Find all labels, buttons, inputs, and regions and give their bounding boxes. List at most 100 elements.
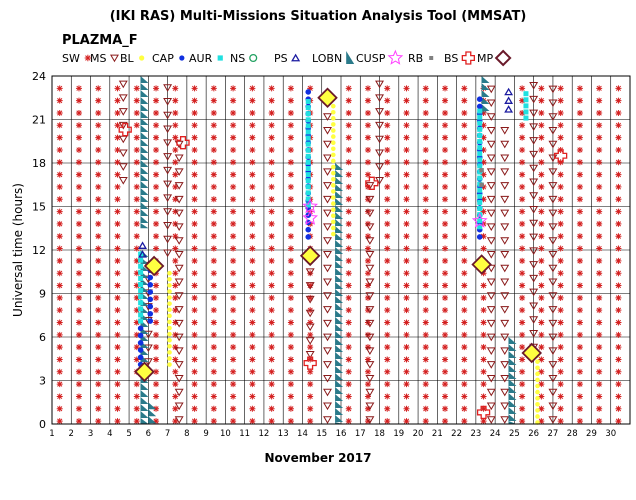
sw-mark (442, 208, 449, 215)
cusp-mark (471, 212, 488, 228)
sw-mark (403, 257, 410, 264)
sw-mark (364, 85, 371, 92)
sw-mark (519, 183, 526, 190)
ms-mark (529, 261, 539, 269)
sw-mark (557, 134, 564, 141)
sw-mark (557, 97, 564, 104)
bl-mark (535, 395, 540, 401)
ms-mark (548, 99, 558, 108)
instrument-label: PLAZMA_F (62, 33, 138, 48)
sw-mark (249, 282, 256, 289)
sw-mark (403, 368, 410, 375)
sw-mark (403, 405, 410, 412)
ms-mark (486, 278, 496, 287)
axes: 1 2 3 4 5 6 7 8 9 10 11 12 13 14 15 16 17 18 19 20 21 22 23 24 2… (32, 70, 631, 439)
sw-mark (307, 368, 314, 375)
legend-label-ns: NS (230, 52, 245, 65)
cap-mark (305, 226, 312, 233)
sw-mark (153, 331, 160, 338)
sw-mark (191, 307, 198, 314)
sw-mark (538, 270, 545, 277)
sw-mark (422, 171, 429, 178)
sw-mark (422, 159, 429, 166)
aur-mark (138, 275, 144, 281)
sw-mark (230, 134, 237, 141)
sw-mark (345, 405, 352, 412)
x-tick-label: 22 (451, 429, 462, 439)
sw-mark (461, 233, 468, 240)
sw-mark (615, 282, 622, 289)
legend-label-cusp: CUSP (356, 52, 386, 65)
sw-mark (557, 196, 564, 203)
sw-mark (287, 270, 294, 277)
sw-mark (210, 196, 217, 203)
bl-mark (330, 134, 336, 139)
sw-mark (403, 171, 410, 178)
sw-mark (114, 294, 121, 301)
bs-mark (365, 176, 379, 190)
sw-mark (133, 270, 140, 277)
sw-mark (268, 171, 275, 178)
sw-mark (596, 97, 603, 104)
sw-mark (538, 245, 545, 252)
sw-mark (461, 97, 468, 104)
sw-mark (56, 418, 63, 425)
sw-mark (384, 85, 391, 92)
sw-mark (480, 418, 487, 425)
sw-mark (114, 171, 121, 178)
bs-mark (303, 356, 317, 370)
legend-marker-bs (461, 51, 475, 65)
sw-mark (596, 233, 603, 240)
ms-mark (500, 292, 510, 300)
legend-label-ms: MS (90, 52, 106, 65)
sw-mark (56, 257, 63, 264)
ms-mark (174, 264, 184, 273)
plot-frame (51, 75, 631, 425)
ms-mark (500, 195, 510, 204)
sw-mark (576, 183, 583, 190)
sw-mark (95, 381, 102, 388)
bl-mark (330, 103, 336, 109)
bl-mark (330, 122, 336, 127)
sw-mark (210, 381, 217, 388)
sw-mark (191, 405, 198, 412)
sw-mark (114, 109, 121, 116)
sw-mark (210, 109, 217, 116)
ms-mark (548, 237, 558, 245)
sw-mark (230, 356, 237, 363)
sw-mark (576, 146, 583, 153)
ms-mark (174, 223, 184, 232)
ms-mark (323, 126, 332, 135)
sw-mark (384, 319, 391, 326)
sw-mark (95, 418, 102, 425)
cap-mark (147, 318, 154, 324)
ms-mark (548, 126, 558, 135)
ms-mark (375, 149, 385, 158)
ms-mark (486, 182, 496, 190)
sw-mark (230, 344, 237, 351)
ms-mark (375, 94, 385, 102)
sw-mark (210, 356, 217, 363)
ms-mark (500, 182, 510, 190)
sw-mark (268, 381, 275, 388)
aur-mark (138, 269, 144, 275)
sw-mark (191, 196, 198, 203)
ms-mark (174, 416, 184, 424)
sw-mark (403, 356, 410, 363)
sw-mark (538, 405, 545, 412)
x-tick-label: 28 (567, 429, 578, 439)
aur-mark (138, 312, 144, 318)
sw-mark (230, 208, 237, 215)
sw-mark (249, 319, 256, 326)
sw-mark (384, 344, 391, 351)
ps-mark (504, 87, 514, 96)
sw-mark (442, 159, 449, 166)
sw-mark (75, 331, 82, 338)
sw-mark (364, 183, 371, 190)
sw-mark (557, 122, 564, 129)
sw-mark (75, 257, 82, 264)
cap-mark (305, 89, 312, 95)
sw-mark (576, 245, 583, 252)
sw-mark (538, 146, 545, 153)
sw-mark (596, 171, 603, 178)
